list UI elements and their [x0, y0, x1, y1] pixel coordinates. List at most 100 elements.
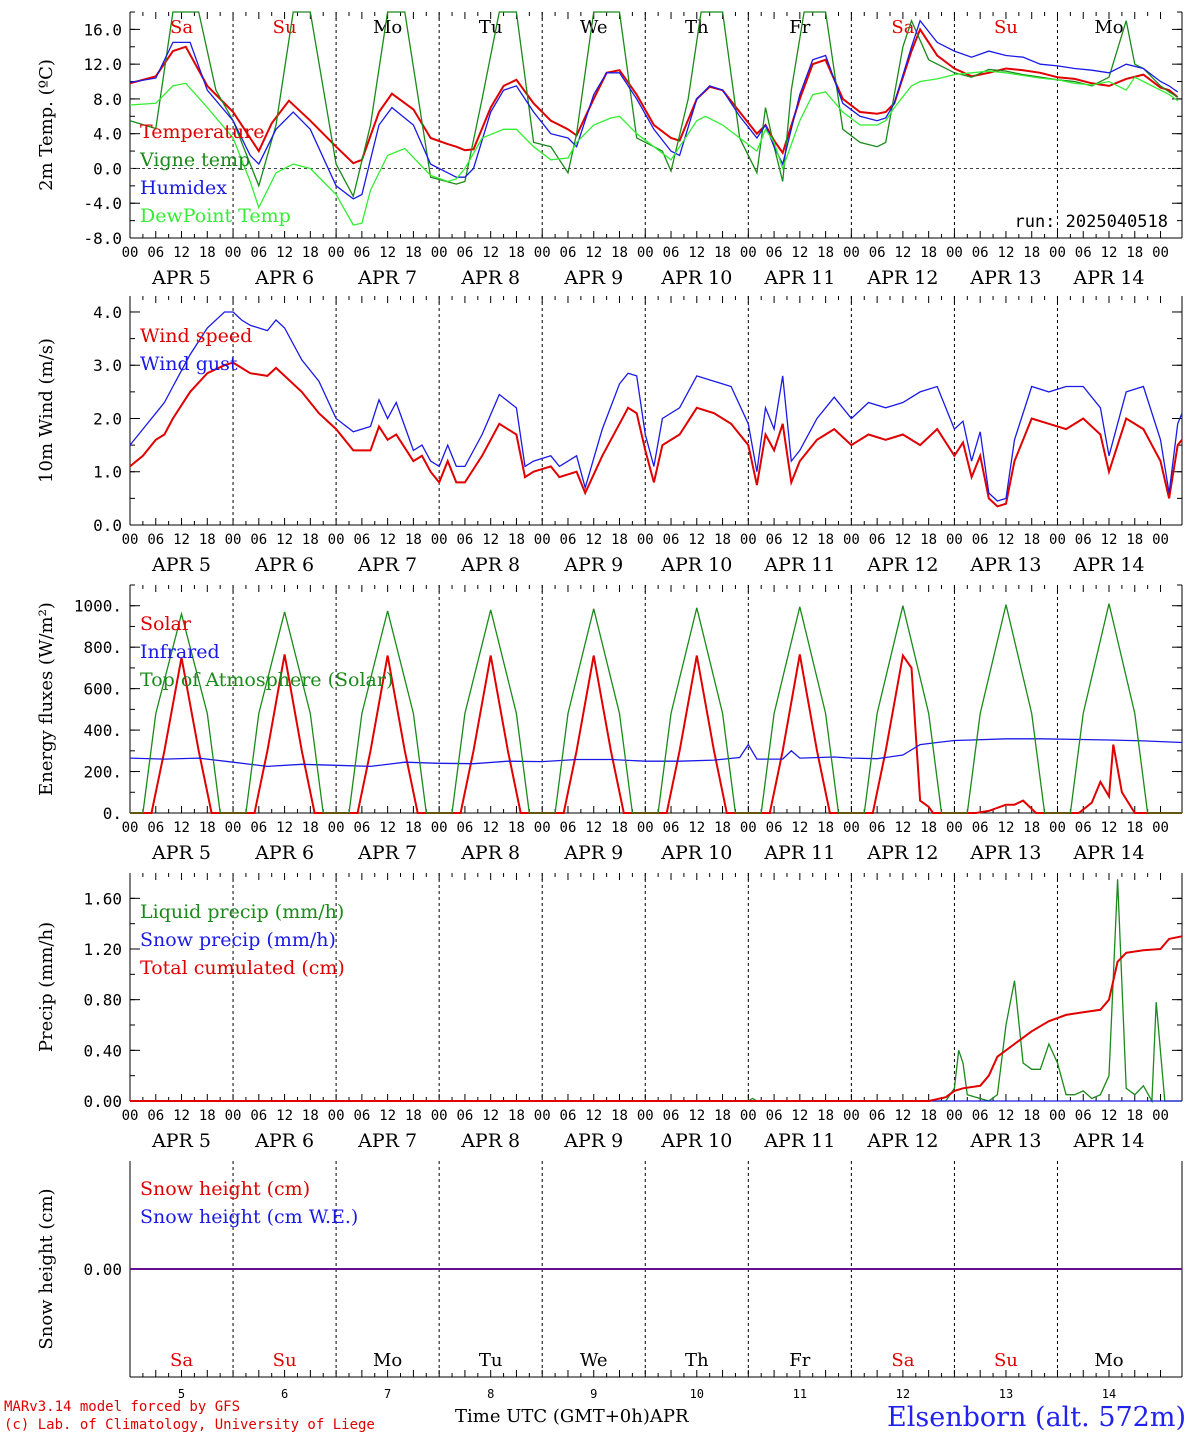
- flux-date-label: APR 5: [151, 842, 211, 864]
- snow-day-abbr: Su: [273, 1350, 297, 1371]
- wind-hour-label: 00: [637, 532, 654, 548]
- precip-hour-label: 00: [740, 1108, 757, 1124]
- wind-hour-label: 18: [920, 532, 937, 548]
- temp-hour-label: 06: [869, 245, 886, 261]
- wind-hour-label: 18: [302, 532, 319, 548]
- wind-ytick-label: 1.0: [93, 463, 122, 482]
- precip-date-label: APR 11: [763, 1130, 835, 1152]
- wind-hour-label: 18: [1023, 532, 1040, 548]
- precip-hour-label: 18: [508, 1108, 525, 1124]
- flux-hour-label: 18: [199, 820, 216, 836]
- temp-hour-label: 06: [560, 245, 577, 261]
- wind-date-label: APR 14: [1072, 554, 1144, 576]
- flux-date-label: APR 7: [357, 842, 417, 864]
- precip-hour-label: 18: [199, 1108, 216, 1124]
- wind-hour-label: 18: [1126, 532, 1143, 548]
- temp-date-label: APR 13: [969, 267, 1041, 289]
- wind-date-label: APR 8: [460, 554, 520, 576]
- day-abbr-label: Su: [994, 17, 1018, 38]
- flux-hour-label: 18: [302, 820, 319, 836]
- precip-hour-label: 12: [894, 1108, 911, 1124]
- precip-date-label: APR 12: [866, 1130, 938, 1152]
- temp-hour-label: 00: [122, 245, 139, 261]
- temp-hour-label: 18: [1126, 245, 1143, 261]
- temp-hour-label: 06: [250, 245, 267, 261]
- wind-hour-label: 00: [328, 532, 345, 548]
- time-axis-title: Time UTC (GMT+0h): [455, 1406, 650, 1427]
- precip-hour-label: 12: [1101, 1108, 1118, 1124]
- precip-hour-label: 12: [379, 1108, 396, 1124]
- snow-day-abbr: Mo: [373, 1350, 402, 1371]
- precip-hour-label: 18: [920, 1108, 937, 1124]
- precip-hour-label: 18: [405, 1108, 422, 1124]
- precip-ytick-label: 0.40: [83, 1041, 122, 1060]
- temp-hour-label: 00: [1049, 245, 1066, 261]
- flux-hour-label: 12: [276, 820, 293, 836]
- wind-hour-label: 00: [1049, 532, 1066, 548]
- flux-date-label: APR 11: [763, 842, 835, 864]
- wind-hour-label: 00: [534, 532, 551, 548]
- flux-hour-label: 12: [1101, 820, 1118, 836]
- temp-ytick-label: 4.0: [93, 125, 122, 144]
- flux-date-label: APR 12: [866, 842, 938, 864]
- temp-hour-label: 00: [431, 245, 448, 261]
- day-abbr-label: Sa: [170, 17, 193, 38]
- temp-date-label: APR 8: [460, 267, 520, 289]
- wind-ylabel: 10m Wind (m/s): [36, 338, 57, 483]
- wind-hour-label: 00: [1152, 532, 1169, 548]
- snow-day-abbr: Su: [994, 1350, 1018, 1371]
- precip-legend-total-cumulated-cm-: Total cumulated (cm): [140, 957, 345, 979]
- temp-ytick-label: 0.0: [93, 159, 122, 178]
- wind-hour-label: 12: [1101, 532, 1118, 548]
- temp-hour-label: 06: [1075, 245, 1092, 261]
- precip-hour-label: 00: [843, 1108, 860, 1124]
- wind-legend-wind-gust: Wind gust: [140, 353, 238, 375]
- precip-hour-label: 12: [276, 1108, 293, 1124]
- snow-day-abbr: Th: [685, 1350, 709, 1371]
- snow-day-abbr: Mo: [1094, 1350, 1123, 1371]
- wind-hour-label: 18: [817, 532, 834, 548]
- wind-date-label: APR 7: [357, 554, 417, 576]
- flux-hour-label: 06: [250, 820, 267, 836]
- precip-date-label: APR 13: [969, 1130, 1041, 1152]
- temp-legend-dewpoint-temp: DewPoint Temp: [140, 205, 291, 227]
- temp-hour-label: 00: [225, 245, 242, 261]
- snow-day-number: 14: [1102, 1387, 1116, 1401]
- flux-ytick-label: 0.: [103, 804, 122, 823]
- wind-hour-label: 18: [405, 532, 422, 548]
- flux-hour-label: 00: [122, 820, 139, 836]
- flux-hour-label: 18: [1023, 820, 1040, 836]
- flux-hour-label: 18: [508, 820, 525, 836]
- precip-series-liquid-precip-mm-h-: [130, 879, 1182, 1104]
- flux-ytick-label: 400.: [83, 721, 122, 740]
- temp-hour-label: 00: [1152, 245, 1169, 261]
- temp-ytick-label: -4.0: [83, 194, 122, 213]
- wind-date-label: APR 11: [763, 554, 835, 576]
- precip-date-label: APR 5: [151, 1130, 211, 1152]
- wind-date-label: APR 6: [254, 554, 314, 576]
- precip-hour-label: 00: [637, 1108, 654, 1124]
- flux-hour-label: 00: [637, 820, 654, 836]
- snow-day-number: 6: [281, 1387, 288, 1401]
- temp-hour-label: 12: [688, 245, 705, 261]
- temp-ytick-label: -8.0: [83, 229, 122, 248]
- precip-hour-label: 06: [147, 1108, 164, 1124]
- flux-hour-label: 00: [225, 820, 242, 836]
- flux-ytick-label: 1000.: [74, 597, 122, 616]
- precip-hour-label: 00: [1152, 1108, 1169, 1124]
- temp-date-label: APR 12: [866, 267, 938, 289]
- temp-hour-label: 18: [199, 245, 216, 261]
- flux-ylabel: Energy fluxes (W/m²): [36, 602, 57, 796]
- temp-date-label: APR 6: [254, 267, 314, 289]
- temp-hour-label: 00: [534, 245, 551, 261]
- flux-hour-label: 06: [972, 820, 989, 836]
- precip-legend-snow-precip-mm-h-: Snow precip (mm/h): [140, 929, 336, 951]
- flux-hour-label: 00: [1049, 820, 1066, 836]
- temp-date-label: APR 5: [151, 267, 211, 289]
- precip-date-label: APR 7: [357, 1130, 417, 1152]
- snow-day-abbr: We: [580, 1350, 608, 1371]
- day-abbr-label: We: [580, 17, 608, 38]
- day-abbr-label: Sa: [891, 17, 914, 38]
- temp-hour-label: 00: [328, 245, 345, 261]
